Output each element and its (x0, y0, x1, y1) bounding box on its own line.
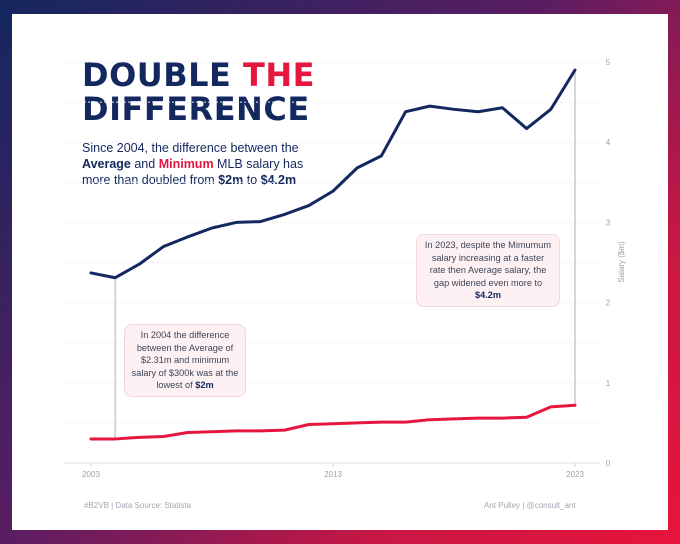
subtitle-value-2m: $2m (218, 173, 244, 187)
footer-source: #B2VB | Data Source: Statista (84, 501, 192, 510)
title-word-double: DOUBLE (82, 56, 232, 94)
series-line-average (89, 68, 577, 280)
chart-subtitle: Since 2004, the difference between the A… (82, 140, 312, 188)
annotation-2023-value: $4.2m (474, 290, 502, 300)
annotation-2004: In 2004 the difference between the Avera… (124, 324, 246, 397)
annotation-2004-text: In 2004 the difference between the Avera… (131, 330, 239, 390)
series-line-minimum (89, 403, 577, 441)
annotation-2004-value: $2m (195, 380, 214, 390)
y-tick-label-0: 0 (606, 459, 611, 468)
subtitle-minimum: Minimum (158, 157, 214, 171)
footer-author: Ant Pulley | @consult_ant (484, 501, 576, 510)
subtitle-text-3: MLB salary has more than doubled from (82, 157, 304, 187)
chart-title: DOUBLE THE DIFFERENCE (82, 58, 315, 126)
x-tick-label-2013: 2013 (324, 470, 342, 479)
y-tick-label-5: 5 (606, 58, 611, 67)
subtitle-text-1: Since 2004, the difference between the (82, 141, 299, 155)
title-word-difference: DIFFERENCE (82, 90, 310, 128)
annotation-2023: In 2023, despite the Mimumum salary incr… (416, 234, 560, 307)
y-tick-label-2: 2 (606, 299, 611, 308)
x-tick-label-2003: 2003 (82, 470, 100, 479)
x-tick-label-2023: 2023 (566, 470, 584, 479)
subtitle-text-4: to (246, 173, 258, 187)
title-word-the: THE (243, 56, 315, 94)
annotation-2023-text: In 2023, despite the Mimumum salary incr… (424, 240, 552, 288)
subtitle-average: Average (82, 157, 131, 171)
y-tick-label-1: 1 (606, 379, 611, 388)
y-tick-label-4: 4 (606, 138, 611, 147)
y-axis-label: Salary ($m) (617, 241, 626, 283)
y-tick-label-3: 3 (606, 218, 611, 227)
subtitle-text-2: and (134, 157, 156, 171)
subtitle-value-4-2m: $4.2m (260, 173, 297, 187)
